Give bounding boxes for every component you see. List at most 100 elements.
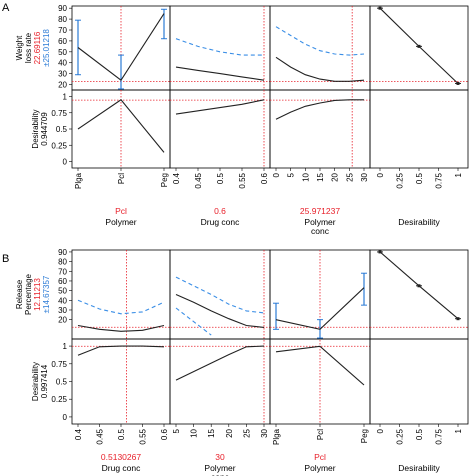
x-tick-label: 10 xyxy=(301,172,310,181)
desirability-name: Desirability xyxy=(31,362,40,401)
x-tick-label: 30 xyxy=(260,428,269,437)
x-tick-label: 0.4 xyxy=(172,172,181,184)
y-tick-label: 60 xyxy=(58,277,67,286)
desirability-handle-box xyxy=(456,81,460,85)
y-tick-label: 70 xyxy=(58,26,67,35)
x-tick-label: Pcl xyxy=(117,173,126,184)
response-line xyxy=(77,13,165,81)
y-tick-label: 80 xyxy=(58,258,67,267)
x-tick-label: 0.75 xyxy=(435,172,444,188)
x-tick-label: 1 xyxy=(454,172,463,177)
x-tick-label: 0.6 xyxy=(160,428,169,440)
desirability-line xyxy=(175,345,265,381)
desirability-axis-label: Desirability0.997414 xyxy=(31,362,49,401)
x-tick-label: 20 xyxy=(225,428,234,437)
response-ci-value: ±14.67357 xyxy=(42,275,51,313)
desirability-name: Desirability xyxy=(31,109,40,148)
y-tick-label: 50 xyxy=(58,48,67,57)
desirability-function-frame xyxy=(369,5,469,91)
x-tick-label: 0.55 xyxy=(238,172,247,188)
response-name-line: Release xyxy=(15,279,24,309)
response-ci-value: ±25.01218 xyxy=(42,29,51,67)
desirability-function-column: 0 0.25 0.5 0.75 1 Desirability xyxy=(369,5,469,227)
desirability-empty-frame xyxy=(369,89,469,169)
x-tick-label: 0.45 xyxy=(194,172,203,188)
factor-name: Polymer xyxy=(105,217,136,227)
x-tick-label: 0.55 xyxy=(139,428,148,444)
y-tick-label: 30 xyxy=(58,70,67,79)
desirability-handle-box xyxy=(378,250,382,254)
response-cell-frame xyxy=(169,249,271,340)
y-tick-label: 0.5 xyxy=(56,378,68,387)
x-tick-label: Plga xyxy=(272,428,281,445)
y-tick-label: 0.75 xyxy=(51,109,67,118)
y-tick-label: 0.5 xyxy=(56,125,68,134)
factor-current-value: 25.971237 xyxy=(300,206,340,216)
desirability-cell-frame xyxy=(269,89,371,169)
y-tick-label: 0 xyxy=(63,413,68,422)
desirability-handle-box xyxy=(378,6,382,10)
response-axis-label: ReleasePercentage12.11213±14.67357 xyxy=(15,273,51,314)
x-tick-label: 25 xyxy=(345,172,354,181)
desirability-handle-box xyxy=(417,284,421,288)
factor-current-value: Pcl xyxy=(314,452,326,462)
x-tick-label: 0 xyxy=(376,172,385,177)
y-tick-label: 90 xyxy=(58,4,67,13)
desirability-function-frame xyxy=(369,249,469,340)
desirability-line xyxy=(275,345,365,386)
y-tick-label: 90 xyxy=(58,248,67,257)
factor-name: Drug conc xyxy=(201,217,240,227)
response-cell-frame xyxy=(71,249,171,340)
y-tick-label: 0 xyxy=(63,158,68,167)
factor-current-value: 30 xyxy=(215,452,225,462)
profiler-panel-b: B ReleasePercentage12.11213±14.67357 Desir… xyxy=(2,248,469,476)
desirability-line xyxy=(175,99,265,115)
response-line xyxy=(175,66,265,81)
y-tick-label: 0.25 xyxy=(51,395,67,404)
x-tick-label: 20 xyxy=(331,172,340,181)
response-cell-frame xyxy=(269,5,371,91)
x-tick-label: 5 xyxy=(287,172,296,177)
x-tick-label: 30 xyxy=(360,172,369,181)
x-tick-label: 0.45 xyxy=(96,428,105,444)
response-line xyxy=(77,324,165,332)
x-tick-label: 0.4 xyxy=(74,428,83,440)
desirability-handle-box xyxy=(417,44,421,48)
factor-name: Polymer xyxy=(204,463,235,473)
factor-name: conc xyxy=(311,226,330,236)
desirability-axis-label: Desirability0.944709 xyxy=(31,109,49,148)
response-line xyxy=(275,287,365,330)
x-tick-label: 0 xyxy=(376,428,385,433)
profiler-panel-a: A Weightloss rate22.69116±25.01218 Desirab… xyxy=(2,2,469,236)
response-current-value: 12.11213 xyxy=(33,278,42,311)
x-tick-label: 1 xyxy=(454,428,463,433)
x-tick-label: 0.5 xyxy=(415,428,424,440)
x-tick-label: Plga xyxy=(74,172,83,189)
x-tick-label: 0.5 xyxy=(415,172,424,184)
desirability-empty-frame xyxy=(369,338,469,425)
desirability-cell-frame xyxy=(269,338,371,425)
panel-label-b: B xyxy=(2,253,9,265)
factor-name: conc xyxy=(211,472,230,476)
response-name-line: loss rate xyxy=(24,32,33,63)
response-current-value: 22.69116 xyxy=(33,31,42,64)
y-tick-label: 80 xyxy=(58,15,67,24)
response-line xyxy=(275,56,365,82)
ci-upper-line xyxy=(275,26,365,56)
y-tick-label: 40 xyxy=(58,59,67,68)
panel-label-a: A xyxy=(2,2,10,14)
response-name-line: Percentage xyxy=(24,273,33,314)
factor-column-2: 5101520253030Polymerconc xyxy=(169,249,271,476)
x-tick-label: 15 xyxy=(316,172,325,181)
desirability-function-column: 0 0.25 0.5 0.75 1 Desirability xyxy=(369,249,469,473)
y-tick-label: 70 xyxy=(58,267,67,276)
y-tick-label: 50 xyxy=(58,287,67,296)
desirability-line xyxy=(275,99,364,120)
factor-name: Drug conc xyxy=(102,463,141,473)
response-line xyxy=(175,293,265,328)
